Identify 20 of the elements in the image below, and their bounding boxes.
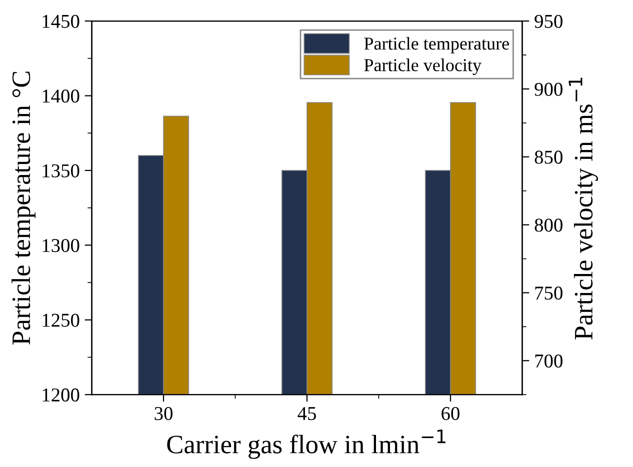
x-tick-label: 45 xyxy=(298,407,316,420)
y-tick-label: 1350 xyxy=(42,164,80,178)
y2-tick-label: 750 xyxy=(535,286,562,300)
legend-label: Particle temperature xyxy=(364,37,509,54)
y2-tick-label: 800 xyxy=(534,218,562,232)
x-tick-label: 30 xyxy=(154,406,173,420)
y-tick-label: 1250 xyxy=(42,314,80,327)
y-tick-label: 1200 xyxy=(42,388,80,402)
y2-tick-label: 900 xyxy=(534,82,562,96)
y2-axis-title: Particle velocity in ms$^{−1}$ xyxy=(568,78,598,340)
legend-label: Particle velocity xyxy=(364,58,482,75)
y-tick-label: 1300 xyxy=(42,238,80,252)
y-tick-label: 1400 xyxy=(42,90,80,103)
y2-tick-label: 850 xyxy=(534,150,562,164)
y2-tick-label: 950 xyxy=(534,14,562,28)
y2-tick-label: 700 xyxy=(535,354,562,368)
x-tick-label: 60 xyxy=(442,406,460,420)
x-axis-title: Carrier gas flow in lmin$^{−1}$ xyxy=(167,430,446,459)
y-axis-title: Particle temperature in °C xyxy=(12,72,36,345)
y-tick-label: 1450 xyxy=(42,14,80,28)
